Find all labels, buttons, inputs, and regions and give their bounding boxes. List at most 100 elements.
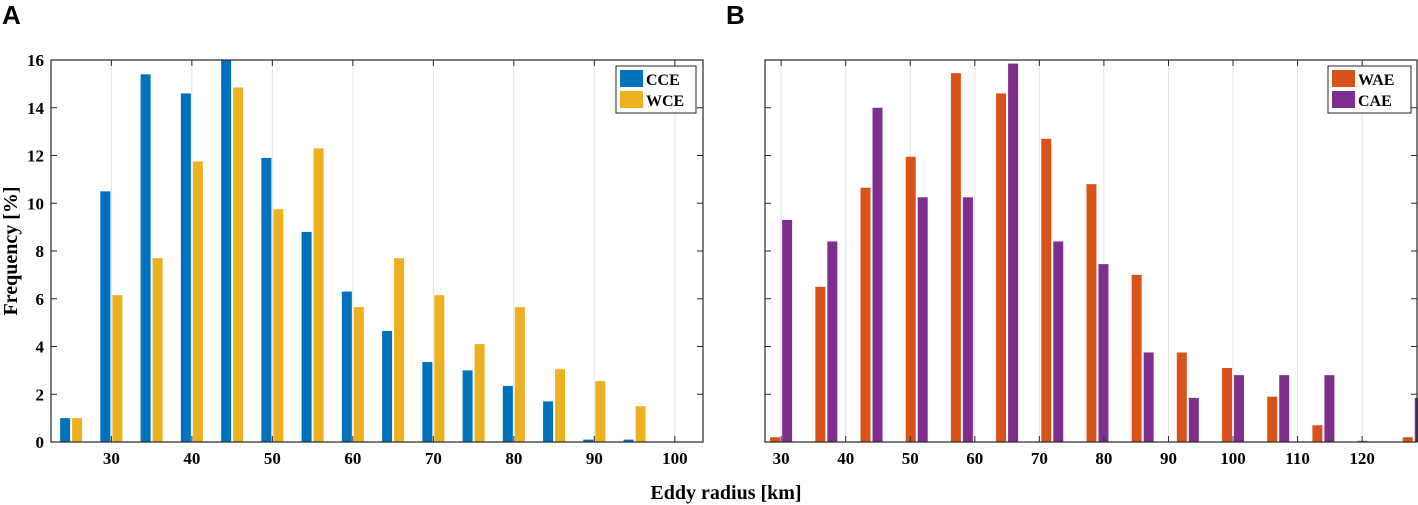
y-tick-label: 0: [36, 433, 45, 452]
legend-label-wce: WCE: [646, 93, 684, 110]
bar-cce: [623, 439, 634, 442]
panel-b-ticks: 30 40 50 60 70 80 90 100 110 120: [765, 59, 1417, 468]
panel-a-grid: [110, 60, 676, 442]
bar-wce: [434, 295, 445, 442]
bar-wae: [1086, 184, 1097, 442]
x-tick-label: 40: [183, 449, 200, 468]
x-tick-label: 60: [344, 449, 361, 468]
x-tick-label: 50: [264, 449, 281, 468]
bar-cae: [1143, 352, 1154, 442]
x-tick-label: 90: [1160, 449, 1177, 468]
bar-wce: [474, 344, 485, 442]
bar-cce: [543, 401, 554, 442]
panel-a-legend: CCE WCE: [615, 65, 697, 114]
bar-wae: [996, 93, 1007, 443]
bar-wce: [152, 258, 163, 442]
bar-cae: [1279, 375, 1290, 442]
bar-cce: [221, 60, 232, 442]
bar-cce: [140, 74, 151, 442]
legend-label-cae: CAE: [1358, 93, 1392, 110]
bar-cce: [301, 231, 312, 442]
bar-cae: [1098, 264, 1109, 442]
bar-cae: [1414, 397, 1418, 442]
legend-swatch-wce: [620, 91, 643, 108]
panel-b-chart: 30 40 50 60 70 80 90 100 110 120 WAE CAE: [764, 59, 1418, 468]
bar-cce: [100, 191, 111, 442]
bar-wce: [233, 87, 244, 443]
x-tick-label: 110: [1285, 449, 1310, 468]
y-axis-title: Frequency [%]: [0, 186, 22, 315]
y-tick-label: 12: [27, 147, 44, 166]
bar-wce: [555, 369, 566, 442]
legend-swatch-wae: [1332, 70, 1355, 87]
bar-wae: [1222, 367, 1233, 442]
bar-wce: [394, 258, 405, 442]
bar-wce: [273, 209, 284, 442]
bar-wae: [950, 73, 961, 442]
bar-wce: [112, 295, 123, 442]
bar-wce: [72, 418, 83, 442]
bar-cce: [462, 370, 473, 442]
y-tick-label: 2: [36, 385, 45, 404]
x-tick-label: 30: [103, 449, 120, 468]
bar-wae: [1176, 352, 1187, 442]
bar-wae: [770, 437, 781, 442]
x-tick-label: 40: [837, 449, 854, 468]
x-tick-label: 100: [1220, 449, 1246, 468]
bar-wae: [905, 156, 916, 442]
bar-cae: [1008, 63, 1019, 443]
x-tick-label: 70: [425, 449, 442, 468]
bar-cce: [341, 291, 352, 442]
legend-swatch-cae: [1332, 91, 1355, 108]
bar-cce: [583, 439, 594, 442]
x-tick-label: 70: [1031, 449, 1048, 468]
x-tick-label: 100: [662, 449, 688, 468]
x-tick-label: 60: [966, 449, 983, 468]
bar-wce: [595, 381, 606, 442]
bar-cce: [502, 385, 513, 442]
bar-cae: [917, 197, 928, 442]
panel-label-b: B: [726, 0, 745, 30]
x-tick-label: 30: [773, 449, 790, 468]
x-tick-label: 80: [1095, 449, 1112, 468]
x-tick-label: 90: [586, 449, 603, 468]
bar-wae: [1312, 425, 1323, 442]
bar-wce: [192, 161, 203, 442]
y-tick-label: 16: [27, 51, 44, 70]
bar-wce: [514, 307, 525, 442]
bar-cce: [422, 362, 433, 442]
bar-cae: [782, 219, 793, 442]
panel-label-a: A: [2, 0, 21, 30]
bar-wce: [353, 307, 364, 442]
bar-cae: [1234, 375, 1245, 442]
bar-wae: [1041, 138, 1052, 442]
legend-swatch-cce: [620, 70, 643, 87]
bar-cae: [1188, 397, 1199, 442]
bar-cae: [1053, 241, 1064, 442]
bar-wce: [635, 406, 646, 442]
y-tick-label: 4: [36, 338, 45, 357]
bar-cce: [261, 157, 272, 442]
legend-label-cce: CCE: [646, 72, 680, 89]
bar-cae: [962, 197, 973, 442]
bar-cce: [60, 418, 71, 442]
panel-a-chart: 30 40 50 60 70 80 90 100 0 2 4 6 8 10 12 14 16 CCE WCE: [27, 51, 704, 468]
bar-wae: [1131, 274, 1142, 442]
bar-cae: [872, 107, 883, 442]
bar-cce: [180, 93, 191, 443]
bar-cce: [382, 330, 393, 442]
bar-wae: [1267, 396, 1278, 442]
y-tick-label: 10: [27, 194, 44, 213]
bar-cae: [827, 241, 838, 442]
bar-wae: [1402, 437, 1413, 442]
y-tick-label: 6: [36, 290, 45, 309]
panel-b-bars: [770, 63, 1418, 443]
x-tick-label: 80: [505, 449, 522, 468]
y-tick-label: 8: [36, 242, 45, 261]
panel-a-ticks: 30 40 50 60 70 80 90 100 0 2 4 6 8 10 12 14 16: [27, 51, 703, 468]
bar-wae: [860, 187, 871, 442]
bar-cae: [1324, 375, 1335, 442]
x-axis-title: Eddy radius [km]: [650, 482, 801, 504]
x-tick-label: 120: [1349, 449, 1375, 468]
